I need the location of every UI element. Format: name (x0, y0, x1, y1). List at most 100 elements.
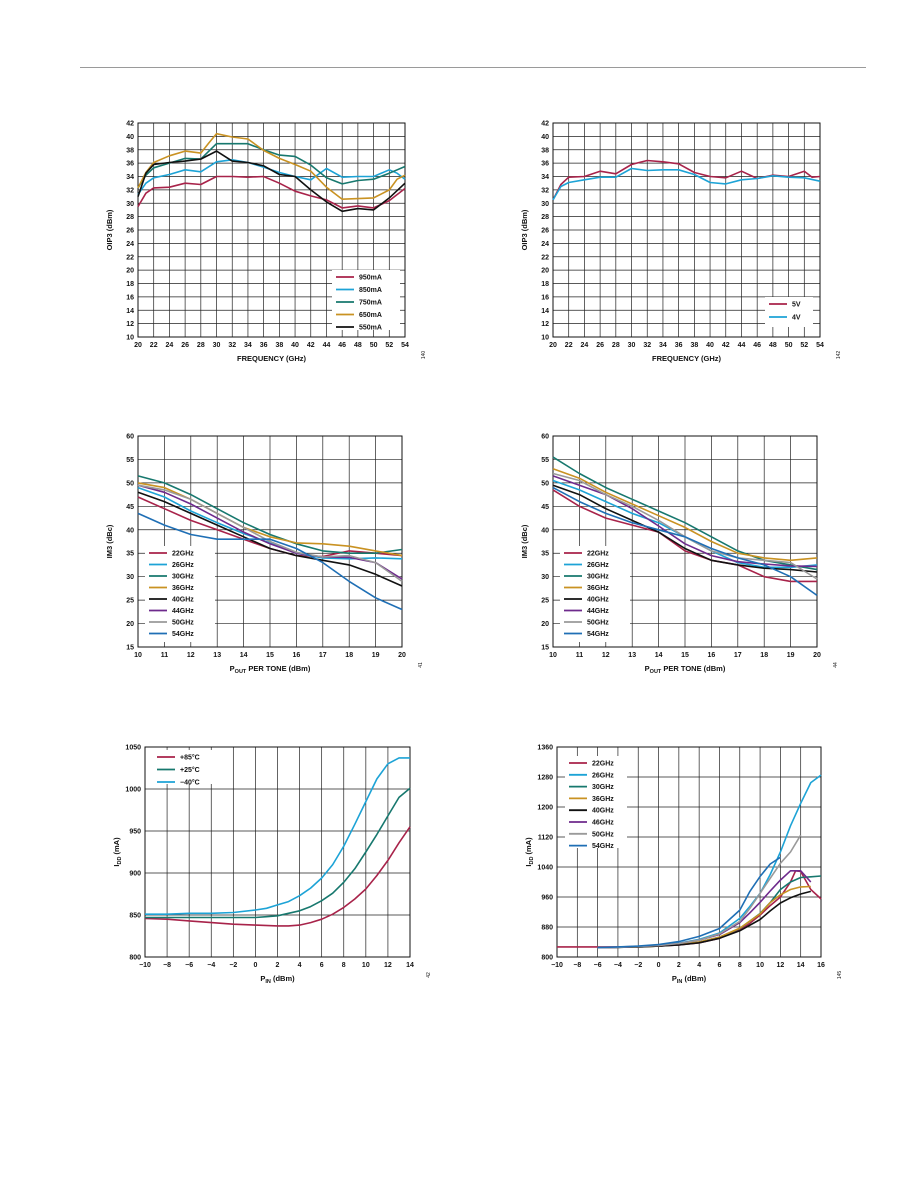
figure-number: 140 (421, 351, 427, 360)
series-line-40ghz (137, 491, 403, 587)
x-tick-label: 19 (787, 652, 795, 659)
legend-label-40-c: −40°C (180, 779, 200, 787)
series-line-50ghz (137, 484, 403, 583)
y-tick-label: 800 (129, 955, 141, 962)
y-tick-label: 34 (541, 174, 549, 181)
y-tick-label: 25 (541, 598, 549, 605)
x-tick-label: 42 (307, 342, 315, 349)
y-tick-label: 42 (126, 121, 134, 128)
y-tick-label: 32 (541, 187, 549, 194)
x-tick-label: 10 (756, 962, 764, 969)
legend-label-650ma: 650mA (359, 312, 382, 319)
y-axis-title: IDD (mA) (524, 837, 535, 867)
y-tick-label: 880 (541, 925, 553, 932)
series-line-54ghz (137, 512, 403, 611)
y-tick-label: 1050 (125, 745, 141, 752)
x-tick-label: 16 (708, 652, 716, 659)
x-tick-label: 54 (401, 342, 409, 349)
x-tick-label: 12 (384, 962, 392, 969)
x-tick-label: −8 (573, 962, 581, 969)
x-tick-label: 32 (228, 342, 236, 349)
x-tick-label: 24 (581, 342, 589, 349)
x-tick-label: 36 (260, 342, 268, 349)
x-tick-label: 44 (738, 342, 746, 349)
x-tick-label: 46 (753, 342, 761, 349)
y-tick-label: 35 (126, 551, 134, 558)
figure-number: 42 (426, 972, 432, 978)
series-line-550ma (137, 150, 406, 213)
legend: +85°C +25°C −40°C (153, 750, 223, 787)
y-tick-label: 20 (126, 621, 134, 628)
x-tick-label: 20 (134, 342, 142, 349)
legend-box (560, 546, 630, 642)
x-tick-label: −2 (634, 962, 642, 969)
x-tick-label: 10 (549, 652, 557, 659)
series-line-650ma (137, 132, 406, 200)
x-tick-label: 48 (354, 342, 362, 349)
legend-box (332, 270, 400, 330)
x-tick-label: −10 (139, 962, 151, 969)
x-tick-label: 24 (166, 342, 174, 349)
y-tick-label: 25 (126, 598, 134, 605)
series-line-22ghz (552, 489, 817, 583)
y-tick-label: 1120 (538, 835, 553, 842)
plot-frame (137, 435, 403, 648)
y-tick-label: 16 (126, 294, 134, 301)
x-tick-label: 12 (776, 962, 784, 969)
legend-box (565, 756, 627, 848)
x-tick-label: 16 (293, 652, 301, 659)
series-line-36ghz (552, 468, 818, 562)
y-tick-label: 36 (541, 161, 549, 168)
x-tick-label: 20 (549, 342, 557, 349)
y-tick-label: 22 (126, 254, 134, 261)
x-tick-label: 17 (319, 652, 327, 659)
x-tick-label: −4 (207, 962, 215, 969)
x-axis-title: POUT PER TONE (dBm) (230, 664, 311, 675)
x-tick-label: 22 (565, 342, 573, 349)
x-tick-label: 2 (276, 962, 280, 969)
legend-label-26ghz: 26GHz (592, 772, 614, 779)
x-tick-label: 13 (628, 652, 636, 659)
x-tick-label: 22 (150, 342, 158, 349)
legend-label-25-c: +25°C (180, 766, 200, 774)
x-tick-label: 14 (406, 962, 414, 969)
legend-label-44ghz: 44GHz (172, 608, 194, 615)
series-line-54ghz (552, 486, 818, 597)
plot-frame (144, 746, 411, 958)
x-tick-label: 14 (240, 652, 248, 659)
series-line-30ghz (137, 475, 403, 554)
x-tick-label: 8 (738, 962, 742, 969)
series-line-85-c (144, 826, 411, 927)
y-tick-label: 14 (541, 308, 549, 315)
y-tick-label: 40 (126, 527, 134, 534)
x-tick-label: 28 (197, 342, 205, 349)
x-tick-label: 17 (734, 652, 742, 659)
y-axis-title: IDD (mA) (112, 837, 123, 867)
x-tick-label: 52 (385, 342, 393, 349)
x-tick-label: 18 (760, 652, 768, 659)
x-tick-label: 26 (596, 342, 604, 349)
y-tick-label: 960 (541, 895, 553, 902)
legend-box (145, 546, 215, 642)
x-tick-label: 40 (291, 342, 299, 349)
figure-number: 142 (836, 351, 842, 360)
x-tick-label: 38 (275, 342, 283, 349)
series-line-850ma (137, 158, 406, 196)
y-tick-label: 12 (126, 321, 134, 328)
series-line-46ghz (597, 870, 812, 949)
plot-frame (552, 122, 821, 338)
legend-label-22ghz: 22GHz (172, 551, 194, 558)
series-line-5v (552, 159, 821, 201)
legend-label-950ma: 950mA (359, 275, 382, 282)
plot-frame (556, 746, 822, 958)
x-tick-label: 26 (181, 342, 189, 349)
legend-label-54ghz: 54GHz (592, 843, 614, 850)
y-tick-label: 850 (129, 913, 141, 920)
x-tick-label: 30 (213, 342, 221, 349)
x-axis-title: FREQUENCY (GHz) (237, 354, 307, 363)
x-tick-label: 19 (372, 652, 380, 659)
x-tick-label: −10 (551, 962, 563, 969)
y-tick-label: 10 (126, 335, 134, 342)
x-tick-label: 20 (813, 652, 821, 659)
x-tick-label: 14 (655, 652, 663, 659)
